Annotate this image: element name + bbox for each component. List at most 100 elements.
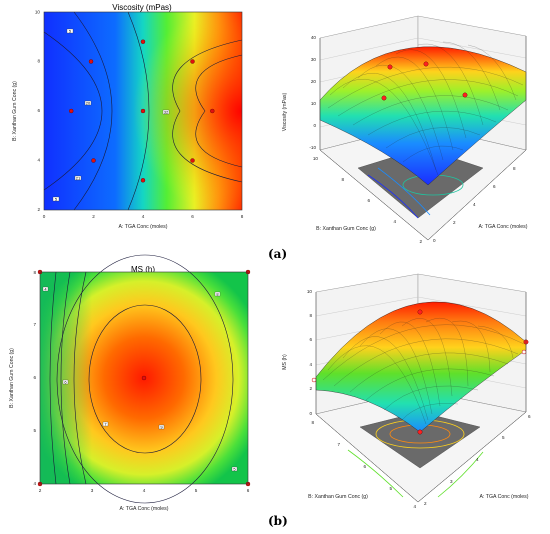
y-tick: 6 — [363, 464, 366, 469]
z-ticks: 0 2 4 6 8 10 — [307, 289, 313, 416]
y-axis-label: B: Xanthan Gum Conc (g) — [12, 81, 18, 141]
x-tick: 6 — [528, 414, 531, 419]
x-tick: 2 — [453, 220, 456, 225]
ms-contour-chart: MS (h) 4 6 7 8 9 5 2 3 4 5 6 4 5 6 7 8 A… — [0, 254, 260, 522]
x-tick: 2 — [39, 488, 42, 493]
y-tick: 4 — [37, 158, 40, 163]
surface-point — [423, 61, 429, 67]
y-tick: 7 — [337, 442, 340, 447]
y-tick: 6 — [33, 375, 36, 380]
surface-point — [417, 309, 423, 315]
contour-label: 5 — [69, 28, 72, 33]
y-tick: 4 — [413, 504, 416, 509]
z-tick: 20 — [311, 79, 317, 84]
y-tick: 5 — [389, 486, 392, 491]
x-tick: 5 — [195, 488, 198, 493]
x-tick: 4 — [143, 488, 146, 493]
design-point — [91, 158, 96, 163]
contour-label: 20 — [86, 100, 91, 105]
x-tick: 6 — [191, 214, 194, 219]
contour-line-2 — [73, 11, 113, 211]
x-axis-label: A: TGA Conc (moles) — [480, 494, 529, 500]
y-tick: 2 — [37, 207, 40, 212]
y-axis-label: B: Xanthan Gum Conc (g) — [9, 348, 15, 408]
x-tick: 8 — [513, 166, 516, 171]
contour-line-4 — [172, 39, 243, 183]
z-axis-label: Viscosity (mPas) — [282, 92, 288, 131]
surface-point — [381, 95, 387, 101]
y-tick: 8 — [33, 270, 36, 275]
x-axis-label: A: TGA Conc (moles) — [119, 224, 168, 230]
contour-line-1 — [88, 304, 202, 454]
y-axis-label: B: Xanthan Gum Conc (g) — [308, 494, 368, 500]
z-tick: 4 — [309, 362, 312, 367]
x-tick: 6 — [493, 184, 496, 189]
contour-line-4 — [49, 271, 57, 485]
design-point — [210, 108, 215, 114]
y-tick: 8 — [311, 420, 314, 425]
contour-label: 7 — [104, 421, 107, 426]
x-tick: 4 — [476, 457, 479, 462]
design-point — [190, 59, 195, 64]
contour-line-5 — [195, 54, 243, 168]
y-tick: 6 — [367, 198, 370, 203]
x-tick: 0 — [43, 214, 46, 219]
x-ticks: 0 2 4 6 8 — [433, 166, 516, 243]
y-ticks: 4 5 6 7 8 — [33, 270, 36, 486]
surface-point — [462, 92, 468, 98]
contour-line-3 — [60, 271, 71, 485]
z-axis-label: MS (h) — [282, 354, 288, 370]
contour-line-5 — [73, 271, 87, 485]
contour-line-2 — [56, 254, 234, 504]
z-tick: 6 — [309, 337, 312, 342]
viscosity-surface-chart: -10 0 10 20 30 40 0 2 4 6 8 10 8 6 4 2 V… — [268, 0, 550, 250]
x-tick: 8 — [241, 214, 244, 219]
design-point — [88, 59, 94, 64]
y-tick: 5 — [33, 428, 36, 433]
surface-point — [521, 349, 527, 355]
z-tick: 0 — [313, 123, 316, 128]
y-ticks: 10 8 6 4 2 — [313, 156, 423, 244]
design-points — [69, 39, 215, 183]
z-tick: 2 — [309, 386, 312, 391]
design-point — [140, 178, 146, 183]
x-tick: 0 — [433, 238, 436, 243]
contour-label: 6 — [64, 379, 67, 384]
z-tick: 10 — [311, 101, 317, 106]
x-axis-label: A: TGA Conc (moles) — [120, 506, 169, 512]
design-point — [69, 108, 74, 114]
y-axis-label: B: Xanthan Gum Conc (g) — [316, 226, 376, 232]
x-tick: 4 — [473, 202, 476, 207]
design-point — [141, 375, 147, 381]
y-ticks: 2 4 6 8 10 — [35, 10, 41, 213]
z-tick: 10 — [307, 289, 313, 294]
contour-line-1 — [43, 31, 103, 191]
surface-point — [311, 377, 317, 383]
y-ticks: 8 7 6 5 4 — [311, 420, 416, 509]
x-tick: 2 — [424, 501, 427, 506]
contour-line-3 — [127, 11, 150, 211]
contour-labels: 4 6 7 8 9 5 — [42, 286, 238, 471]
surface-points — [417, 309, 529, 435]
contour-label: 32 — [164, 109, 169, 114]
surface-point — [387, 64, 393, 70]
y-tick: 10 — [313, 156, 319, 161]
x-tick: 4 — [142, 214, 145, 219]
chart-title: Viscosity (mPas) — [112, 3, 172, 12]
z-tick: 0 — [309, 411, 312, 416]
contour-label: 9 — [160, 424, 163, 429]
y-tick: 8 — [37, 59, 40, 64]
viscosity-contour-chart: Viscosity (mPas) 5 20 32 21 5 0 2 4 6 8 … — [0, 0, 260, 232]
ms-surface-chart: 0 2 4 6 8 10 2 3 4 5 6 8 7 6 5 4 MS (h) … — [268, 272, 550, 520]
y-tick: 4 — [33, 481, 36, 486]
x-axis-label: A: TGA Conc (moles) — [479, 224, 528, 230]
x-ticks: 2 3 4 5 6 — [39, 488, 250, 493]
contour-label: 8 — [216, 291, 219, 296]
y-tick: 4 — [393, 219, 396, 224]
subfigure-label-b: (b) — [268, 514, 288, 528]
z-tick: 30 — [311, 57, 317, 62]
y-tick: 7 — [33, 322, 36, 327]
surface-points — [381, 61, 468, 101]
y-tick: 10 — [35, 10, 41, 15]
response-surface — [315, 301, 527, 433]
